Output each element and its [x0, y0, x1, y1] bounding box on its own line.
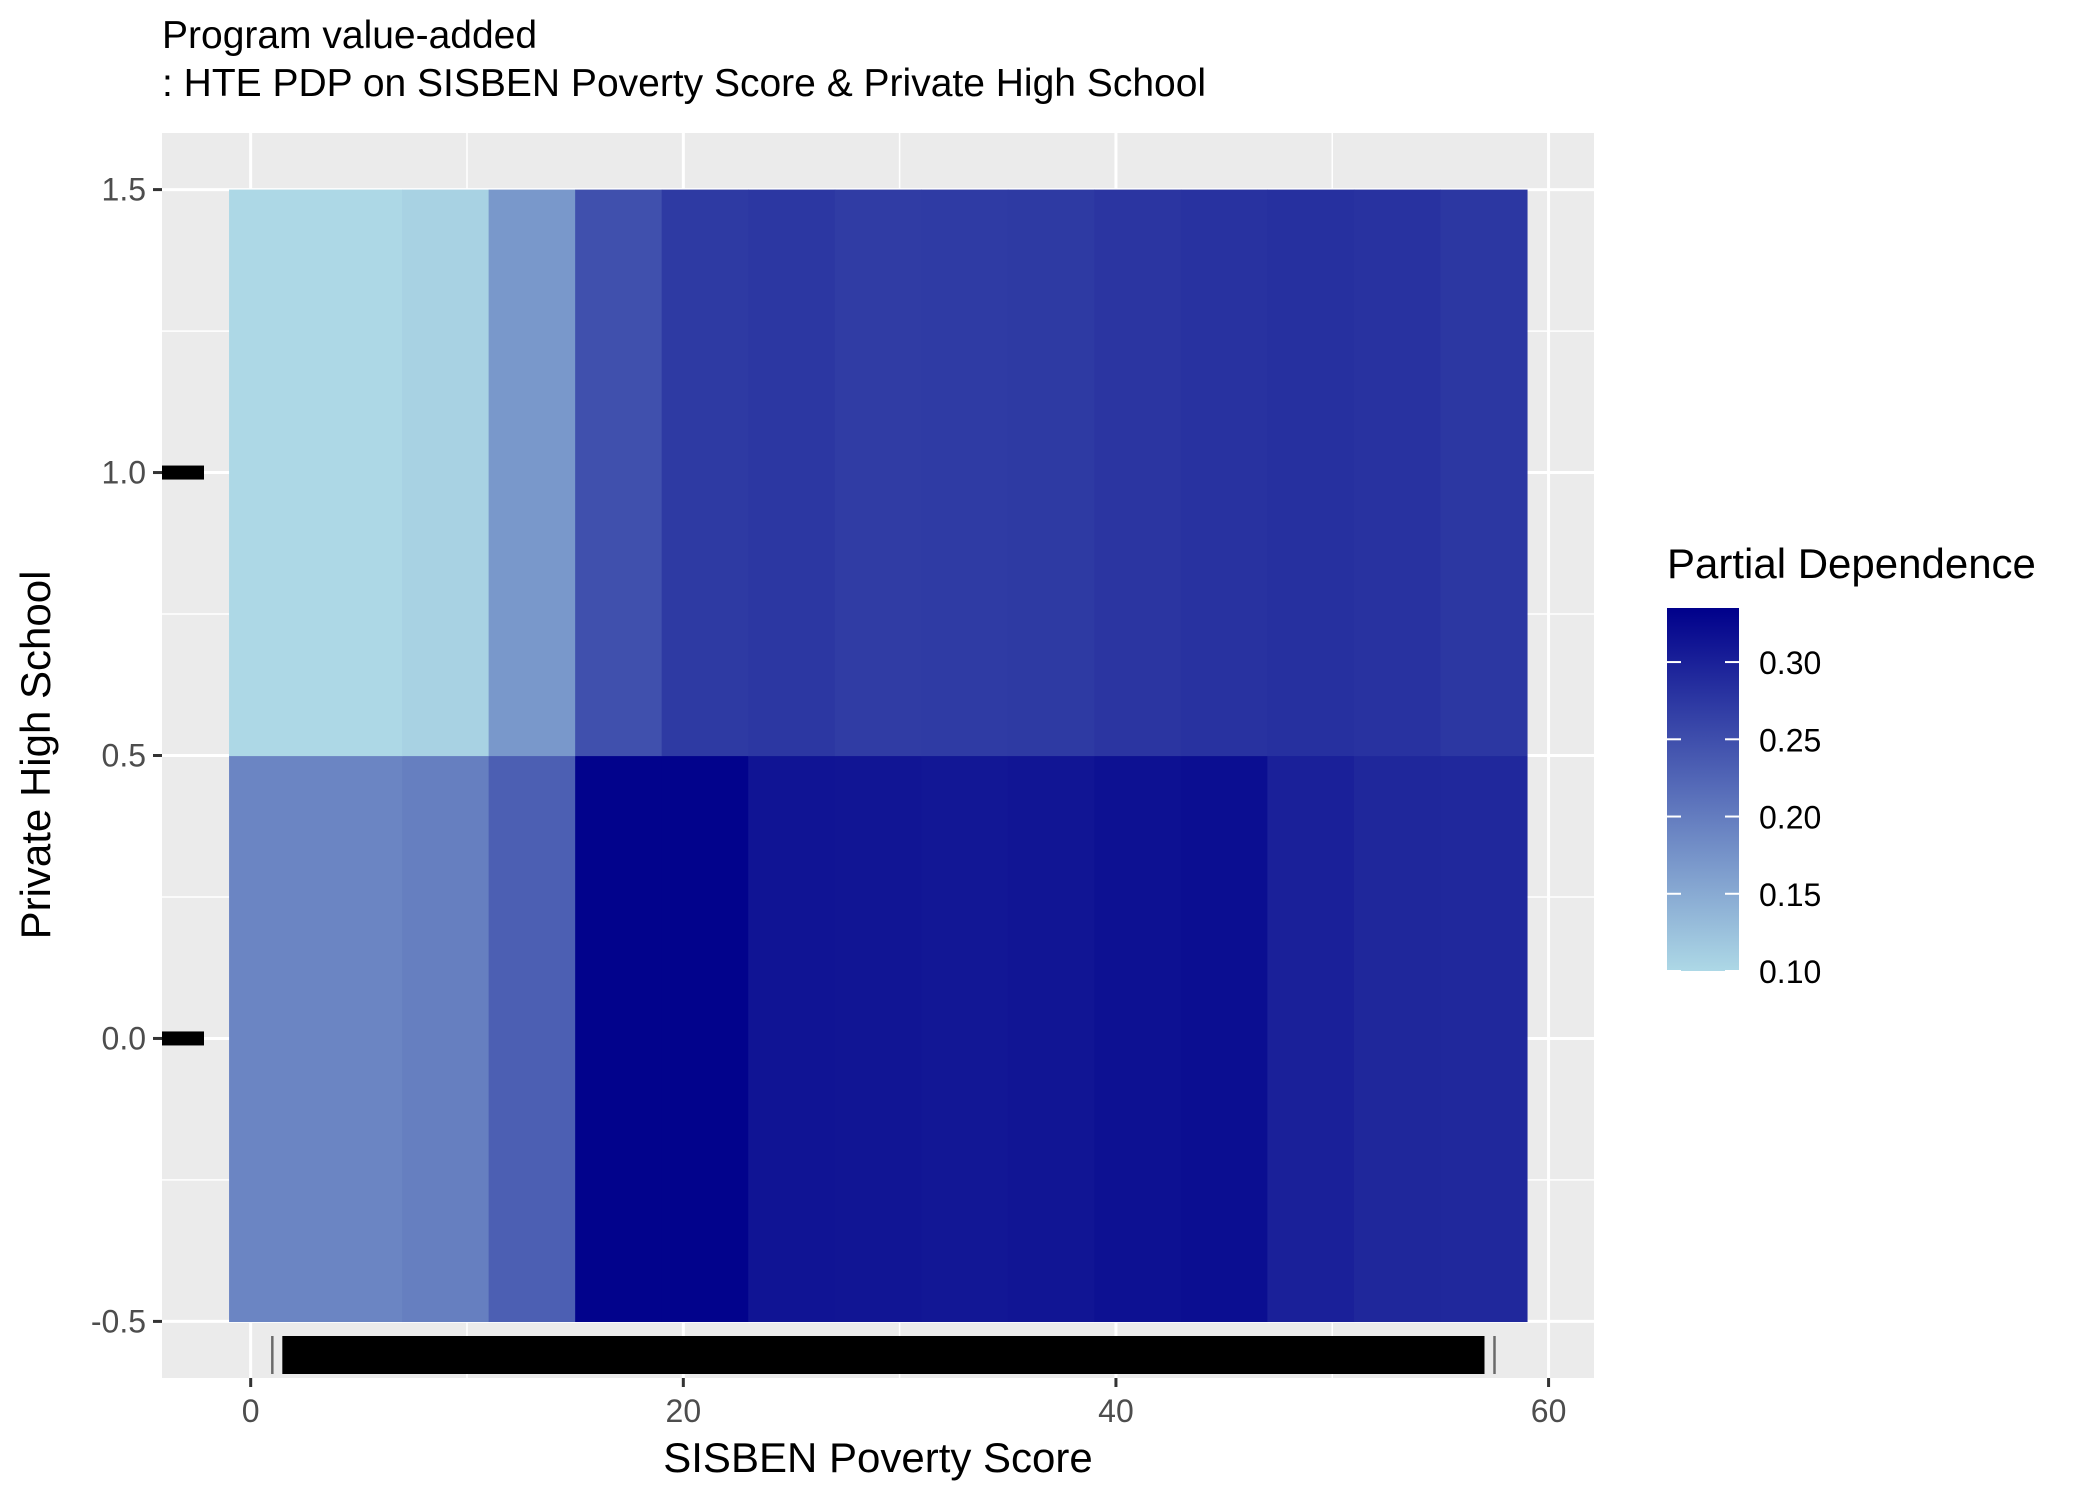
- legend-title: Partial Dependence: [1667, 540, 2036, 587]
- heatmap-tile: [1094, 755, 1182, 1323]
- heatmap-tile: [488, 189, 576, 757]
- heatmap-tile: [402, 755, 490, 1323]
- heatmap-tile: [1353, 189, 1442, 757]
- chart-subtitle: : HTE PDP on SISBEN Poverty Score & Priv…: [162, 62, 1206, 105]
- y-rug-mark: [162, 465, 204, 480]
- legend-tick-label: 0.30: [1759, 645, 1821, 681]
- heatmap-tile: [1267, 189, 1355, 757]
- heatmap-tile: [229, 755, 403, 1323]
- heatmap-tile: [661, 189, 749, 757]
- y-tick-label: 1.5: [102, 172, 146, 208]
- y-tick-label: 0.0: [102, 1020, 146, 1056]
- legend-tick-label: 0.10: [1759, 954, 1821, 990]
- rug-marks: [162, 465, 1496, 1374]
- heatmap-tile: [834, 755, 922, 1323]
- heatmap-tile: [402, 189, 490, 757]
- heatmap-tile: [488, 755, 576, 1323]
- heatmap-tile: [1007, 755, 1095, 1323]
- heatmap-tile: [748, 189, 836, 757]
- legend: Partial Dependence 0.10 0.15 0.20 0.25 0.30: [1667, 540, 2036, 990]
- heatmap-tile: [748, 755, 836, 1323]
- legend-tick-label: 0.20: [1759, 800, 1821, 836]
- legend-tick-label: 0.25: [1759, 722, 1821, 758]
- x-tick-label: 0: [242, 1393, 260, 1429]
- y-axis-title: Private High School: [12, 571, 59, 940]
- heatmap-tile: [1353, 755, 1442, 1323]
- heatmap-tile: [1007, 189, 1095, 757]
- legend-ticks: 0.10 0.15 0.20 0.25 0.30: [1667, 645, 1821, 990]
- heatmap-tile: [921, 755, 1009, 1323]
- heatmap-tile: [1094, 189, 1182, 757]
- x-tick-label: 20: [666, 1393, 702, 1429]
- heatmap-tile: [1440, 755, 1528, 1323]
- heatmap-tile: [1180, 189, 1268, 757]
- x-tick-label: 60: [1531, 1393, 1567, 1429]
- x-axis: 0 20 40 60: [242, 1378, 1567, 1429]
- heatmap-tile: [1180, 755, 1268, 1323]
- heatmap-tile: [921, 189, 1009, 757]
- y-tick-label: 1.0: [102, 455, 146, 491]
- heatmap-tile: [1267, 755, 1355, 1323]
- legend-colorbar: [1667, 608, 1739, 971]
- legend-tick-label: 0.15: [1759, 877, 1821, 913]
- heatmap-tile: [229, 189, 403, 757]
- heatmap-tile: [661, 755, 749, 1323]
- heatmap-tile: [575, 755, 663, 1323]
- y-tick-label: 0.5: [102, 738, 146, 774]
- x-axis-title: SISBEN Poverty Score: [663, 1434, 1093, 1481]
- heatmap-tiles: [229, 189, 1528, 1323]
- y-tick-label: -0.5: [91, 1303, 146, 1339]
- heatmap-tile: [834, 189, 922, 757]
- heatmap-tile: [575, 189, 663, 757]
- x-rug-band: [282, 1336, 1485, 1374]
- x-tick-label: 40: [1098, 1393, 1134, 1429]
- y-rug-mark: [162, 1031, 204, 1046]
- heatmap-tile: [1440, 189, 1528, 757]
- chart-title: Program value-added: [162, 14, 537, 57]
- y-axis: -0.5 0.0 0.5 1.0 1.5: [91, 172, 162, 1339]
